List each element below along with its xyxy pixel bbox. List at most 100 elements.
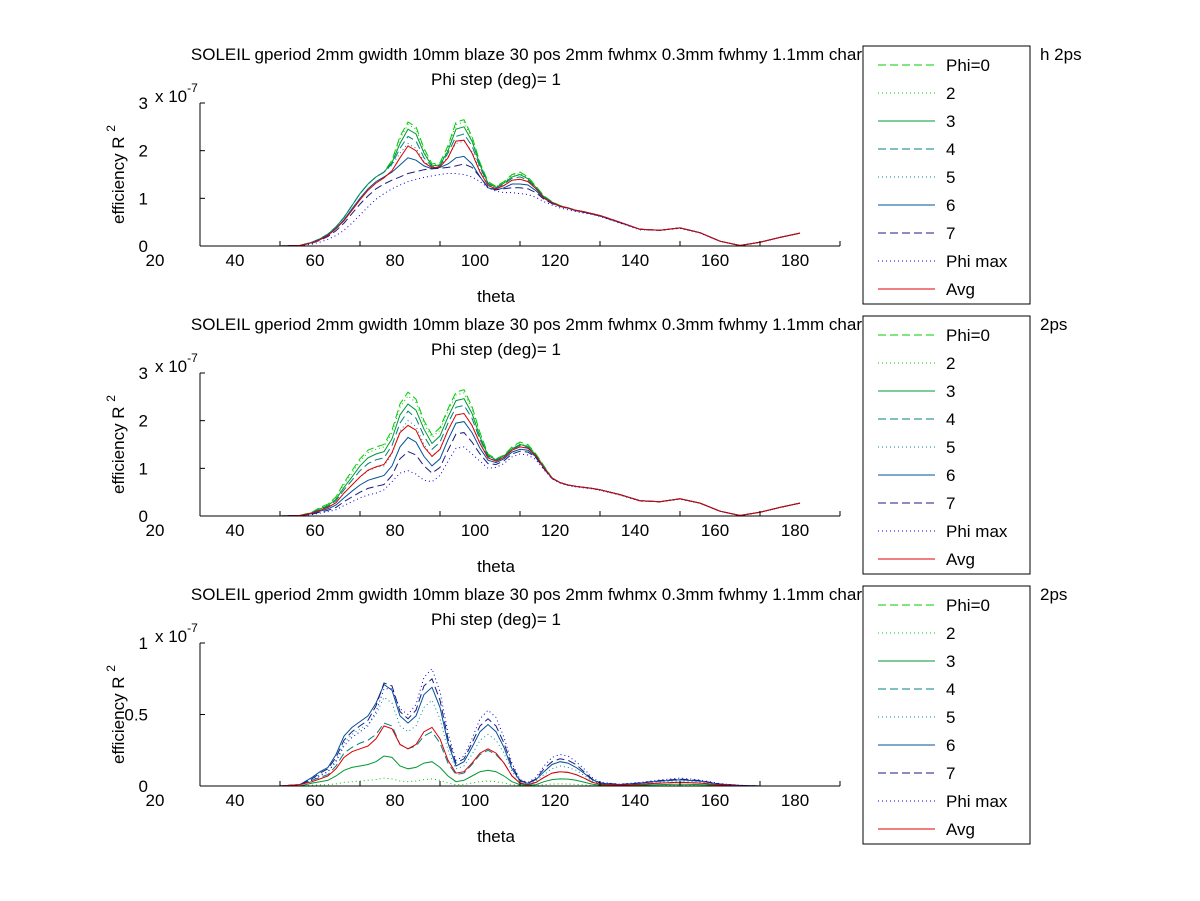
x-tick-label: 140 bbox=[621, 251, 649, 270]
x-tick-label: 160 bbox=[701, 521, 729, 540]
legend: Phi=0 2 3 4 5 6 7 Phi max Avg bbox=[862, 315, 1031, 575]
x-tick-label: 180 bbox=[781, 251, 809, 270]
chart-panel-3: SOLEIL gperiod 2mm gwidth 10mm blaze 30 … bbox=[104, 585, 1067, 846]
x-axis-label: theta bbox=[477, 557, 515, 576]
legend-label: 6 bbox=[946, 466, 955, 485]
x-tick-label: 160 bbox=[701, 251, 729, 270]
legend-label: 2 bbox=[946, 354, 955, 373]
legend-label: 5 bbox=[946, 708, 955, 727]
y-tick-label: 3 bbox=[139, 364, 148, 383]
legend-item: 7 bbox=[878, 224, 955, 243]
x-tick-label: 180 bbox=[781, 791, 809, 810]
x-tick-label: 120 bbox=[541, 521, 569, 540]
chart-title-right: h 2ps bbox=[1040, 45, 1082, 64]
series-line-9 bbox=[240, 412, 801, 517]
legend-label: 6 bbox=[946, 196, 955, 215]
x-tick-label: 20 bbox=[146, 521, 165, 540]
legend-item: 5 bbox=[878, 708, 955, 727]
legend-item: Avg bbox=[878, 280, 975, 299]
series-line-9 bbox=[240, 725, 800, 787]
y-tick-label: 3 bbox=[139, 94, 148, 113]
legend-label: 7 bbox=[946, 494, 955, 513]
x-tick-label: 100 bbox=[461, 791, 489, 810]
x-tick-label: 60 bbox=[306, 791, 325, 810]
legend-label: 2 bbox=[946, 624, 955, 643]
legend-item: Avg bbox=[878, 820, 975, 839]
legend-label: Phi=0 bbox=[946, 326, 990, 345]
legend-label: 5 bbox=[946, 438, 955, 457]
series-line-9 bbox=[240, 139, 801, 247]
y-tick-label: 0 bbox=[139, 777, 148, 796]
legend-label: 3 bbox=[946, 382, 955, 401]
legend-item: Phi max bbox=[878, 522, 1008, 541]
x-tick-label: 60 bbox=[306, 251, 325, 270]
legend: Phi=0 2 3 4 5 6 7 Phi max Avg bbox=[862, 585, 1031, 845]
legend-label: Avg bbox=[946, 820, 975, 839]
x-tick-label: 60 bbox=[306, 521, 325, 540]
x-tick-label: 40 bbox=[226, 521, 245, 540]
x-tick-label: 20 bbox=[146, 251, 165, 270]
legend-label: Avg bbox=[946, 550, 975, 569]
legend-item: 3 bbox=[878, 652, 955, 671]
legend-item: 2 bbox=[878, 624, 955, 643]
x-tick-label: 20 bbox=[146, 791, 165, 810]
plot-area bbox=[200, 643, 840, 786]
series-line-8 bbox=[240, 446, 801, 517]
legend-label: Avg bbox=[946, 280, 975, 299]
chart-title-right: 2ps bbox=[1040, 315, 1067, 334]
series-lines bbox=[240, 389, 801, 517]
x-tick-label: 180 bbox=[781, 521, 809, 540]
x-tick-label: 100 bbox=[461, 521, 489, 540]
legend: Phi=0 2 3 4 5 6 7 Phi max Avg bbox=[862, 45, 1031, 305]
chart-subtitle: Phi step (deg)= 1 bbox=[431, 340, 561, 359]
y-tick-label: 0 bbox=[139, 237, 148, 256]
series-line-7 bbox=[240, 677, 800, 787]
x-tick-label: 80 bbox=[386, 521, 405, 540]
legend-item: 2 bbox=[878, 354, 955, 373]
legend-label: Phi max bbox=[946, 792, 1008, 811]
legend-item: 5 bbox=[878, 438, 955, 457]
y-tick-label: 2 bbox=[139, 142, 148, 161]
legend-item: 6 bbox=[878, 196, 955, 215]
legend-label: 4 bbox=[946, 410, 955, 429]
legend-item: Avg bbox=[878, 550, 975, 569]
x-tick-label: 120 bbox=[541, 791, 569, 810]
legend-item: Phi=0 bbox=[878, 326, 990, 345]
x-tick-label: 140 bbox=[621, 521, 649, 540]
legend-label: Phi=0 bbox=[946, 56, 990, 75]
y-tick-label: 1 bbox=[139, 459, 148, 478]
chart-title-right: 2ps bbox=[1040, 585, 1067, 604]
legend-label: 7 bbox=[946, 764, 955, 783]
series-line-5 bbox=[240, 140, 801, 247]
chart-subtitle: Phi step (deg)= 1 bbox=[431, 610, 561, 629]
y-tick-label: 1 bbox=[139, 189, 148, 208]
legend-label: 2 bbox=[946, 84, 955, 103]
series-line-2 bbox=[240, 392, 801, 517]
legend-item: Phi max bbox=[878, 792, 1008, 811]
legend-label: Phi=0 bbox=[946, 596, 990, 615]
x-tick-label: 140 bbox=[621, 791, 649, 810]
series-line-8 bbox=[240, 173, 801, 247]
legend-label: 6 bbox=[946, 736, 955, 755]
x-axis-label: theta bbox=[477, 287, 515, 306]
legend-label: 3 bbox=[946, 652, 955, 671]
legend-item: 3 bbox=[878, 112, 955, 131]
legend-label: Phi max bbox=[946, 252, 1008, 271]
x-axis-label: theta bbox=[477, 827, 515, 846]
x-tick-label: 80 bbox=[386, 251, 405, 270]
y-tick-label: 1 bbox=[139, 634, 148, 653]
legend-item: 4 bbox=[878, 410, 955, 429]
legend-item: 4 bbox=[878, 680, 955, 699]
y-tick-label: 2 bbox=[139, 412, 148, 431]
chart-title: SOLEIL gperiod 2mm gwidth 10mm blaze 30 … bbox=[191, 315, 895, 334]
legend-item: 6 bbox=[878, 736, 955, 755]
y-tick-label: 0.5 bbox=[124, 706, 148, 725]
chart-title: SOLEIL gperiod 2mm gwidth 10mm blaze 30 … bbox=[191, 45, 895, 64]
legend-label: 3 bbox=[946, 112, 955, 131]
legend-label: 4 bbox=[946, 140, 955, 159]
x-tick-label: 40 bbox=[226, 791, 245, 810]
x-tick-label: 100 bbox=[461, 251, 489, 270]
legend-item: Phi max bbox=[878, 252, 1008, 271]
series-lines bbox=[240, 119, 801, 247]
